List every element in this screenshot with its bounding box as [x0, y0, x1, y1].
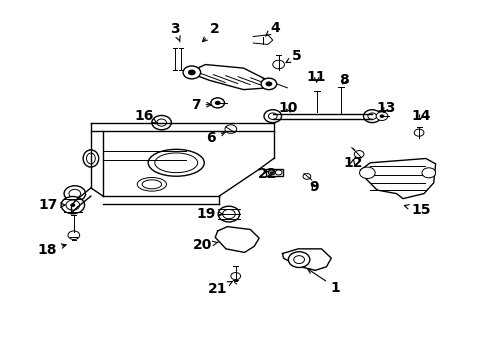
Text: 9: 9 [309, 180, 318, 194]
Circle shape [224, 125, 236, 134]
Circle shape [64, 186, 85, 202]
Circle shape [272, 60, 284, 69]
Text: 13: 13 [375, 101, 395, 115]
Text: 20: 20 [193, 238, 218, 252]
Circle shape [61, 197, 84, 214]
Text: 14: 14 [410, 109, 430, 123]
Circle shape [68, 231, 80, 239]
Circle shape [214, 101, 220, 105]
Circle shape [261, 78, 276, 90]
Circle shape [187, 69, 195, 75]
Text: 2: 2 [202, 22, 220, 42]
Text: 21: 21 [207, 281, 232, 296]
Circle shape [218, 206, 239, 222]
Circle shape [413, 129, 423, 136]
Circle shape [183, 66, 200, 79]
Text: 22: 22 [258, 167, 277, 181]
Text: 17: 17 [39, 198, 65, 212]
Circle shape [421, 168, 435, 178]
Text: 19: 19 [196, 207, 223, 221]
Circle shape [152, 116, 171, 130]
Text: 8: 8 [339, 73, 348, 87]
Circle shape [230, 273, 240, 280]
Text: 7: 7 [190, 98, 211, 112]
Text: 11: 11 [306, 70, 326, 84]
Text: 10: 10 [278, 101, 298, 115]
Polygon shape [360, 158, 435, 199]
Circle shape [210, 98, 224, 108]
Polygon shape [215, 226, 259, 252]
Circle shape [353, 150, 363, 158]
Circle shape [288, 252, 309, 267]
Circle shape [264, 110, 281, 123]
Circle shape [359, 167, 374, 179]
Text: 16: 16 [135, 109, 157, 123]
Text: 3: 3 [170, 22, 180, 42]
Text: 1: 1 [307, 269, 340, 294]
Text: 18: 18 [37, 243, 66, 257]
Text: 15: 15 [404, 203, 430, 217]
Text: 12: 12 [342, 156, 362, 170]
Text: 6: 6 [206, 131, 224, 145]
Circle shape [375, 112, 387, 121]
Polygon shape [188, 64, 272, 90]
Circle shape [363, 110, 380, 123]
Circle shape [70, 203, 75, 207]
Circle shape [265, 81, 272, 86]
Bar [266, 168, 283, 176]
Circle shape [303, 174, 310, 179]
Ellipse shape [83, 150, 99, 167]
Text: 5: 5 [285, 49, 302, 63]
Text: 4: 4 [265, 21, 280, 36]
Circle shape [379, 114, 384, 118]
Polygon shape [282, 249, 330, 270]
